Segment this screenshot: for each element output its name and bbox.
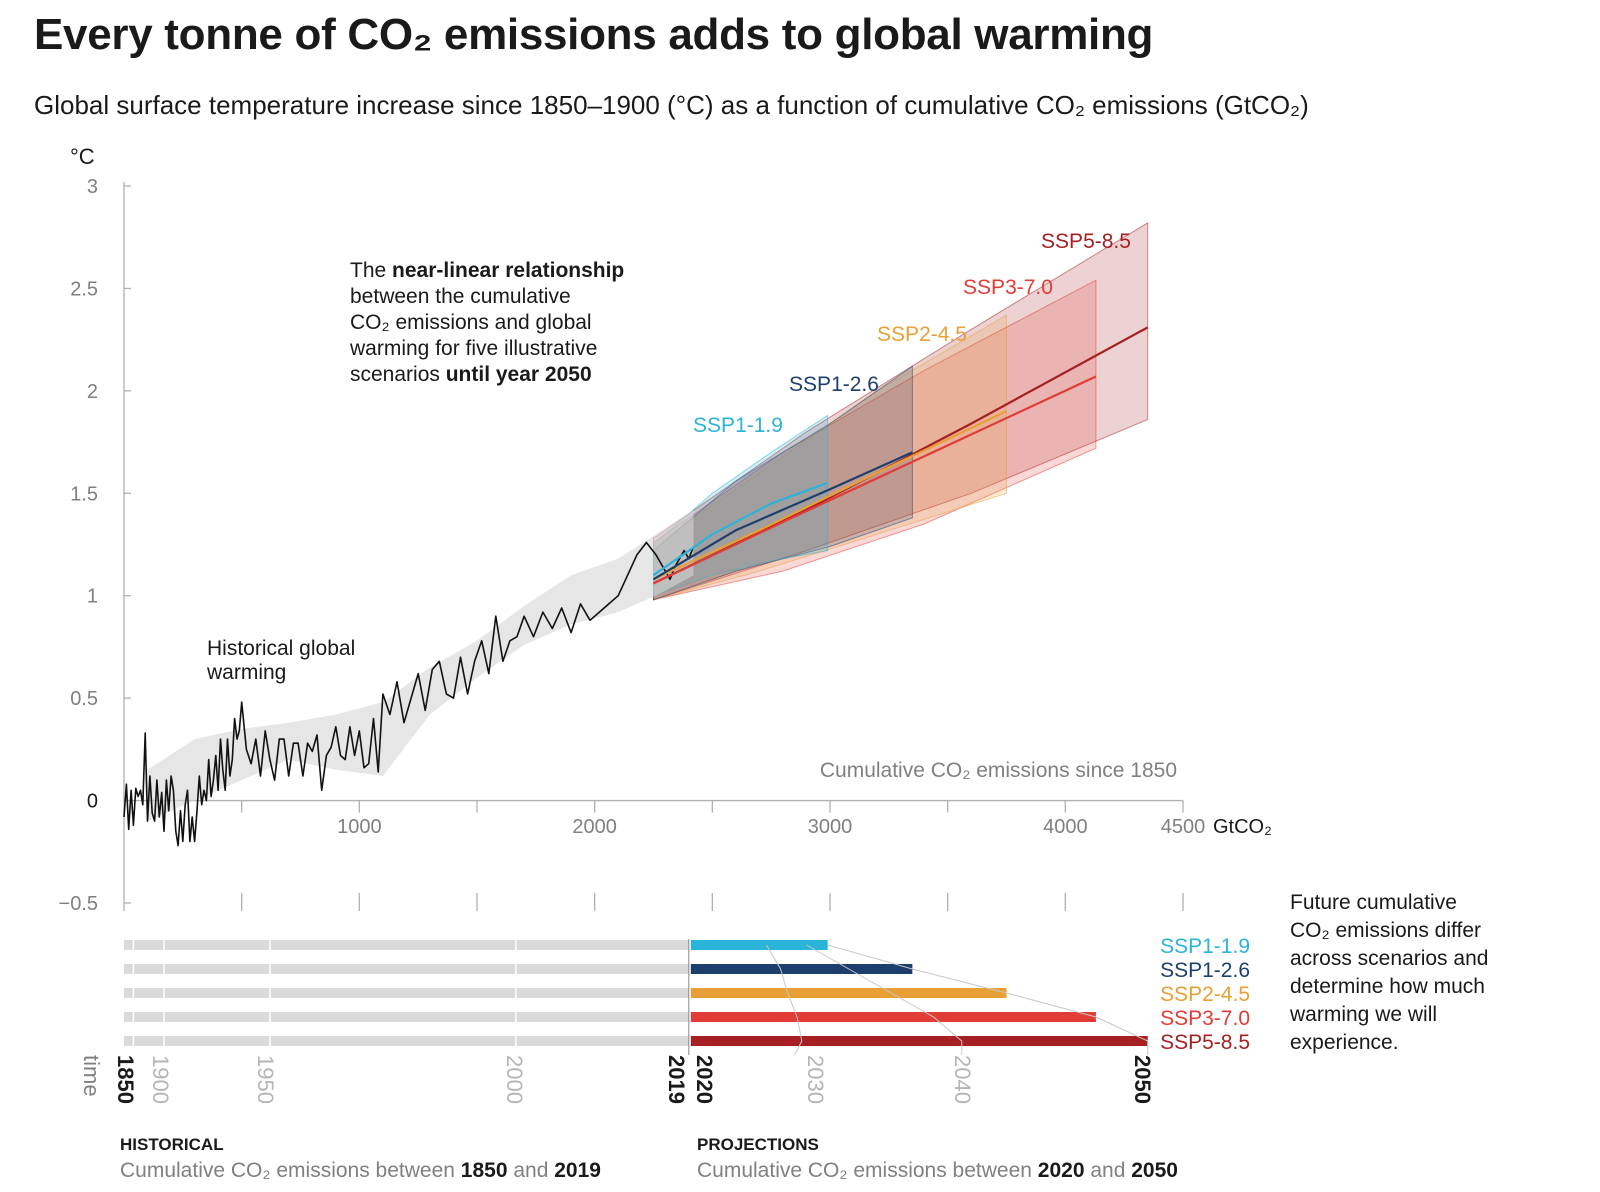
- timeline-2050-connector: [827, 944, 1149, 1055]
- caption-historical-text: Cumulative CO₂ emissions between 1850 an…: [120, 1159, 601, 1182]
- line-ssp1-1.9: [652, 481, 828, 577]
- timeline-bar-ssp3-7.0: [690, 1012, 1096, 1022]
- timeline-label-ssp1-1.9: SSP1-1.9: [1160, 935, 1250, 958]
- timeline-year-2020: 2020: [692, 1055, 717, 1104]
- timeline-label-ssp1-2.6: SSP1-2.6: [1160, 959, 1250, 982]
- annotation-linear-line3: CO₂ emissions and global: [350, 311, 592, 334]
- timeline-year-2000: 2000: [502, 1055, 527, 1104]
- timeline-bar-historical: [124, 964, 689, 974]
- scenario-lines: [652, 326, 1149, 585]
- y-tick-label: −0.5: [59, 893, 98, 915]
- band-ssp5-8.5: [653, 222, 1149, 601]
- timeline-year-1950: 1950: [253, 1055, 278, 1104]
- x-tick-label: 3000: [808, 816, 853, 838]
- timeline-bar-ssp2-4.5: [690, 988, 1007, 998]
- annotation-linear-line1: The near-linear relationship: [350, 259, 624, 282]
- timeline-2030-connector: [766, 944, 803, 1056]
- x-tick-label: 4500: [1161, 816, 1206, 838]
- x-tick-label: 2000: [572, 816, 617, 838]
- side-note-line1: Future cumulative: [1290, 891, 1457, 914]
- y-tick-label: 1: [87, 586, 98, 608]
- timeline-label-ssp2-4.5: SSP2-4.5: [1160, 983, 1250, 1006]
- timeline-year-2040: 2040: [950, 1055, 975, 1104]
- timeline-bar-historical: [124, 1012, 689, 1022]
- timeline-bar-historical: [124, 940, 689, 950]
- label-ssp1-2.6: SSP1-2.6: [789, 373, 879, 396]
- timeline-panel: SSP1-1.9SSP1-2.6SSP2-4.5SSP3-7.0SSP5-8.5…: [79, 935, 1250, 1104]
- side-note-line2: CO₂ emissions differ: [1290, 919, 1481, 942]
- captions: HISTORICAL Cumulative CO₂ emissions betw…: [120, 1135, 1178, 1182]
- band-ssp3-7.0: [653, 279, 1097, 601]
- line-ssp2-4.5: [653, 410, 1007, 581]
- y-tick-label: 2: [87, 381, 98, 403]
- timeline-label-ssp3-7.0: SSP3-7.0: [1160, 1007, 1250, 1030]
- band-ssp1-1.9: [653, 414, 829, 597]
- side-note: Future cumulative CO₂ emissions differ a…: [1289, 891, 1488, 1054]
- label-ssp3-7.0: SSP3-7.0: [963, 276, 1053, 299]
- historical-series: [123, 509, 695, 847]
- scenario-labels: SSP1-1.9 SSP1-2.6 SSP2-4.5 SSP3-7.0 SSP5-8.5: [693, 230, 1131, 437]
- timeline-year-1850: 1850: [113, 1055, 138, 1104]
- timeline-bar-ssp5-8.5: [690, 1036, 1148, 1046]
- annotation-linear-line2: between the cumulative: [350, 285, 571, 308]
- timeline-bar-ssp1-2.6: [690, 964, 913, 974]
- y-tick-label: 3: [87, 176, 98, 198]
- annotation-linear-line5: scenarios until year 2050: [350, 363, 592, 386]
- timeline-bar-historical: [124, 988, 689, 998]
- x-axis-unit: GtCO₂: [1213, 816, 1272, 838]
- label-ssp5-8.5: SSP5-8.5: [1041, 230, 1131, 253]
- timeline-year-2050: 2050: [1130, 1055, 1155, 1104]
- timeline-year-2019: 2019: [664, 1055, 689, 1104]
- line-ssp1-2.6: [652, 451, 913, 581]
- annotation-historical-line1: Historical global: [207, 637, 355, 660]
- chart-title: Every tonne of CO₂ emissions adds to glo…: [34, 10, 1154, 59]
- side-note-line4: determine how much: [1290, 975, 1485, 998]
- timeline-axis-label: time: [79, 1055, 104, 1097]
- y-tick-label: 1.5: [70, 483, 98, 505]
- line-ssp3-7.0: [653, 375, 1097, 585]
- annotations: The near-linear relationship between the…: [70, 144, 1272, 838]
- x-tick-label: 4000: [1043, 816, 1088, 838]
- side-note-line3: across scenarios and: [1290, 947, 1488, 970]
- side-note-line6: experience.: [1290, 1031, 1399, 1054]
- timeline-year-2030: 2030: [803, 1055, 828, 1104]
- timeline-bar-ssp1-1.9: [690, 940, 828, 950]
- x-axis-title: Cumulative CO₂ emissions since 1850: [820, 759, 1177, 782]
- timeline-label-ssp5-8.5: SSP5-8.5: [1160, 1031, 1250, 1054]
- y-tick-label: 0: [87, 791, 98, 813]
- timeline-year-1900: 1900: [148, 1055, 173, 1104]
- label-ssp2-4.5: SSP2-4.5: [877, 323, 967, 346]
- side-note-line5: warming we will: [1289, 1003, 1437, 1026]
- timeline-2040-connector: [806, 944, 963, 1055]
- label-ssp1-1.9: SSP1-1.9: [693, 414, 783, 437]
- y-axis-unit: °C: [70, 144, 95, 169]
- axes: 3 2.5 2 1.5 1 0.5 0 −0.5 1000 2000 3000 4000 4500: [59, 176, 1206, 915]
- y-tick-label: 2.5: [70, 278, 98, 300]
- caption-projections-head: PROJECTIONS: [697, 1135, 819, 1154]
- x-tick-label: 1000: [337, 816, 382, 838]
- scenario-bands: [653, 222, 1149, 601]
- annotation-historical-line2: warming: [206, 661, 286, 684]
- timeline-bar-historical: [124, 1036, 689, 1046]
- chart-subtitle: Global surface temperature increase sinc…: [34, 90, 1309, 120]
- historical-line: [123, 541, 695, 847]
- annotation-linear-line4: warming for five illustrative: [349, 337, 597, 360]
- caption-projections-text: Cumulative CO₂ emissions between 2020 an…: [697, 1159, 1178, 1182]
- y-tick-label: 0.5: [70, 688, 98, 710]
- caption-historical-head: HISTORICAL: [120, 1135, 224, 1154]
